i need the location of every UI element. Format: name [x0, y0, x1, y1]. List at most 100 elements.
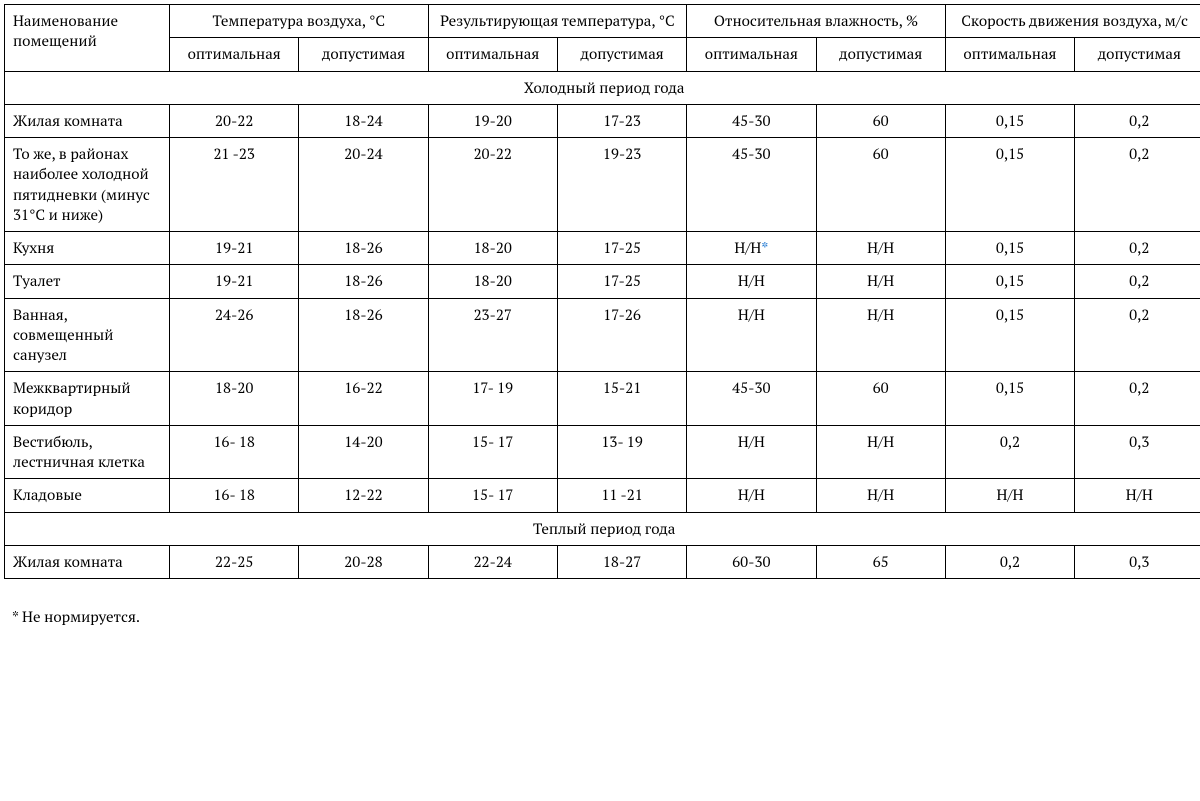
cell: 17-25 [557, 232, 686, 265]
cell: Н/Н [687, 265, 816, 298]
row-name: Ванная, совмещенный санузел [5, 298, 170, 372]
cell: 11 -21 [557, 479, 686, 512]
cell: 13- 19 [557, 425, 686, 479]
cell: 16-22 [299, 372, 428, 426]
cell: 17-23 [557, 104, 686, 137]
cell: 18-20 [428, 265, 557, 298]
row-name: Жилая комната [5, 545, 170, 578]
row-name: Вестибюль, лестничная клетка [5, 425, 170, 479]
col-air-speed: Скорость движения воздуха, м/с [945, 5, 1200, 38]
cell: 15- 17 [428, 425, 557, 479]
cell: 65 [816, 545, 945, 578]
cell: 0,2 [945, 425, 1074, 479]
cell: 20-22 [428, 138, 557, 232]
section-row: Холодный период года [5, 71, 1200, 104]
col-air-temp: Температура воздуха, °С [170, 5, 429, 38]
cell: 20-24 [299, 138, 428, 232]
cell: 17- 19 [428, 372, 557, 426]
table-row: Вестибюль, лестничная клетка16- 1814-201… [5, 425, 1200, 479]
cell: 45-30 [687, 104, 816, 137]
cell: 19-20 [428, 104, 557, 137]
table-body: Холодный период годаЖилая комната20-2218… [5, 71, 1200, 579]
cell: 18-26 [299, 298, 428, 372]
cell: 0,2 [1075, 265, 1200, 298]
cell: 60-30 [687, 545, 816, 578]
cell: Н/Н [816, 479, 945, 512]
table-row: Кухня19-2118-2618-2017-25Н/Н*Н/Н0,150,2 [5, 232, 1200, 265]
cell: 16- 18 [170, 479, 299, 512]
table-header: Наименование помещений Температура возду… [5, 5, 1200, 72]
table-row: Кладовые16- 1812-2215- 1711 -21Н/НН/НН/Н… [5, 479, 1200, 512]
cell: 17-26 [557, 298, 686, 372]
cell: Н/Н [945, 479, 1074, 512]
cell: Н/Н [816, 298, 945, 372]
sub-speed-optimal: оптимальная [945, 38, 1074, 71]
cell: 18-24 [299, 104, 428, 137]
cell: Н/Н* [687, 232, 816, 265]
sub-result-temp-optimal: оптимальная [428, 38, 557, 71]
row-name: Кухня [5, 232, 170, 265]
table-row: Жилая комната20-2218-2419-2017-2345-3060… [5, 104, 1200, 137]
cell: 60 [816, 372, 945, 426]
cell: 0,2 [1075, 372, 1200, 426]
cell: 0,2 [1075, 138, 1200, 232]
cell: 0,2 [945, 545, 1074, 578]
cell: 0,2 [1075, 232, 1200, 265]
table-row: Межквартирный коридор18-2016-2217- 1915-… [5, 372, 1200, 426]
sub-air-temp-permissible: допустимая [299, 38, 428, 71]
cell: 0,15 [945, 138, 1074, 232]
cell: 24-26 [170, 298, 299, 372]
cell: 0,15 [945, 265, 1074, 298]
table-row: Туалет19-2118-2618-2017-25Н/НН/Н0,150,2 [5, 265, 1200, 298]
cell: 60 [816, 138, 945, 232]
cell: 0,3 [1075, 545, 1200, 578]
col-rel-humidity: Относительная влажность, % [687, 5, 946, 38]
section-title: Теплый период года [5, 512, 1200, 545]
cell: Н/Н [816, 232, 945, 265]
cell: 19-21 [170, 265, 299, 298]
cell: 18-26 [299, 232, 428, 265]
sub-humidity-permissible: допустимая [816, 38, 945, 71]
table-row: Жилая комната22-2520-2822-2418-2760-3065… [5, 545, 1200, 578]
cell: 21 -23 [170, 138, 299, 232]
cell: 23-27 [428, 298, 557, 372]
cell: 18-20 [428, 232, 557, 265]
row-name: Туалет [5, 265, 170, 298]
cell: 18-27 [557, 545, 686, 578]
climate-norms-table: Наименование помещений Температура возду… [4, 4, 1200, 579]
col-room-name: Наименование помещений [5, 5, 170, 72]
footnote: * Не нормируется. [4, 607, 1196, 627]
section-title: Холодный период года [5, 71, 1200, 104]
cell: 60 [816, 104, 945, 137]
cell: 0,2 [1075, 104, 1200, 137]
table-row: То же, в районах наиболее холодной пятид… [5, 138, 1200, 232]
cell: Н/Н [687, 425, 816, 479]
cell: 0,15 [945, 372, 1074, 426]
footnote-text: Не нормируется. [18, 607, 140, 627]
sub-result-temp-permissible: допустимая [557, 38, 686, 71]
row-name: То же, в районах наиболее холодной пятид… [5, 138, 170, 232]
cell: 20-28 [299, 545, 428, 578]
cell: 0,2 [1075, 298, 1200, 372]
cell: 15-21 [557, 372, 686, 426]
sub-speed-permissible: допустимая [1075, 38, 1200, 71]
cell: Н/Н [816, 425, 945, 479]
cell: 18-26 [299, 265, 428, 298]
cell: 14-20 [299, 425, 428, 479]
table-row: Ванная, совмещенный санузел24-2618-2623-… [5, 298, 1200, 372]
cell: 22-25 [170, 545, 299, 578]
cell: Н/Н [816, 265, 945, 298]
cell: 45-30 [687, 138, 816, 232]
footnote-ref[interactable]: * [761, 238, 768, 258]
cell: Н/Н [687, 298, 816, 372]
cell: 0,15 [945, 298, 1074, 372]
cell: 17-25 [557, 265, 686, 298]
col-result-temp: Результирующая температура, °С [428, 5, 687, 38]
sub-air-temp-optimal: оптимальная [170, 38, 299, 71]
cell: 18-20 [170, 372, 299, 426]
cell: 0,15 [945, 104, 1074, 137]
cell: 19-23 [557, 138, 686, 232]
cell: 15- 17 [428, 479, 557, 512]
cell: 45-30 [687, 372, 816, 426]
cell: 22-24 [428, 545, 557, 578]
